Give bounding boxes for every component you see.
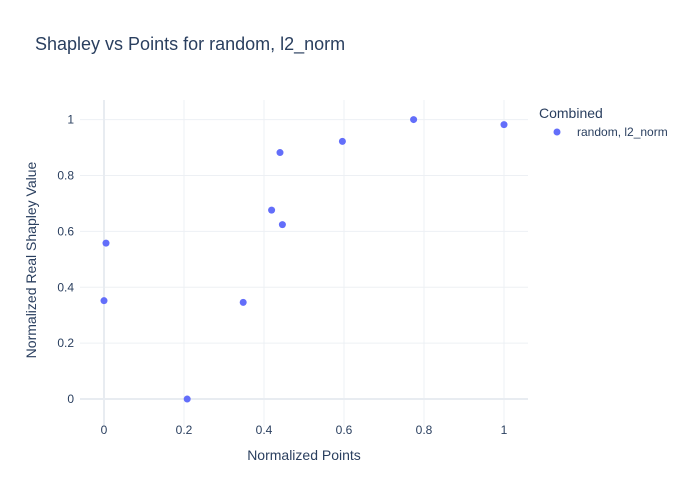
chart-title: Shapley vs Points for random, l2_norm [35,34,345,55]
legend: Combined random, l2_norm [539,105,668,139]
y-tick-label: 0.4 [57,280,74,294]
y-axis-title: Normalized Real Shapley Value [23,161,39,358]
x-tick-label: 1 [501,423,508,437]
x-tick-label: 0 [101,423,108,437]
data-point [268,206,276,214]
legend-label: random, l2_norm [577,125,668,139]
x-axis-title: Normalized Points [247,447,361,463]
y-tick-label: 0.8 [57,168,74,182]
data-points [100,116,508,403]
y-tick-label: 0.2 [57,336,74,350]
data-point [410,116,418,124]
x-tick-label: 0.2 [176,423,193,437]
data-point [100,297,108,305]
data-point [239,298,247,306]
data-point [338,137,346,145]
legend-title: Combined [539,105,603,121]
data-point [278,221,286,229]
plot-area [80,100,528,427]
data-point [276,149,284,157]
data-point [102,239,110,247]
zero-lines [80,100,528,427]
data-point [500,121,508,129]
grid-lines [80,100,528,427]
y-tick-label: 0 [67,392,74,406]
x-tick-labels: 0 0.2 0.4 0.6 0.8 1 [101,423,508,437]
y-tick-labels: 0 0.2 0.4 0.6 0.8 1 [57,113,74,406]
y-tick-label: 0.6 [57,224,74,238]
y-tick-label: 1 [67,113,74,127]
x-tick-label: 0.4 [256,423,273,437]
x-tick-label: 0.8 [416,423,433,437]
data-point [183,395,191,403]
x-tick-label: 0.6 [336,423,353,437]
legend-marker [553,128,561,136]
